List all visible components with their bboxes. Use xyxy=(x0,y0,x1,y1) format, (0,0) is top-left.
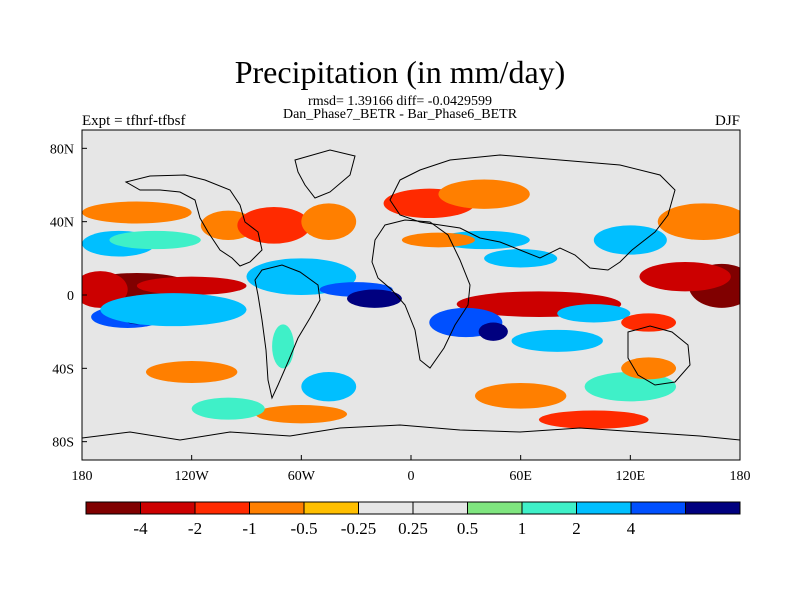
precip-anomaly-region xyxy=(584,372,677,402)
precip-anomaly-region xyxy=(401,232,475,248)
precip-anomaly-region xyxy=(621,357,677,380)
lat-tick-label: 80S xyxy=(52,436,74,451)
coastline-greenland xyxy=(294,149,356,199)
lon-tick-label: 0 xyxy=(408,469,415,484)
precip-anomaly-layer xyxy=(82,179,740,429)
colorbar-swatch xyxy=(412,501,468,515)
lat-tick-label: 80N xyxy=(50,142,74,157)
colorbar-label: -0.25 xyxy=(341,519,376,538)
lon-tick-label: 60W xyxy=(288,469,316,484)
colorbar-swatch xyxy=(630,501,686,515)
precip-anomaly-region xyxy=(657,203,740,240)
colorbar-swatch xyxy=(576,501,632,515)
precip-anomaly-region xyxy=(484,249,558,268)
colorbar-swatch xyxy=(303,501,359,515)
precip-anomaly-region xyxy=(145,361,238,383)
coastline-australia xyxy=(627,325,691,386)
precip-anomaly-region xyxy=(237,207,311,244)
lon-tick-label: 120E xyxy=(616,469,646,484)
precip-anomaly-region xyxy=(593,225,667,255)
coastline-south-america xyxy=(254,264,321,400)
colorbar-label: -0.5 xyxy=(291,519,318,538)
precip-anomaly-region xyxy=(438,179,530,209)
colorbar-swatch xyxy=(685,501,741,515)
precip-anomaly-region xyxy=(557,304,631,323)
plot-subtitle: Dan_Phase7_BETR - Bar_Phase6_BETR xyxy=(282,107,518,122)
colorbar-swatch xyxy=(467,501,523,515)
colorbar-swatch xyxy=(521,501,577,515)
lon-tick-label: 180 xyxy=(730,469,751,484)
precip-anomaly-region xyxy=(191,397,265,420)
precip-anomaly-region xyxy=(511,329,603,352)
colorbar-swatch xyxy=(85,501,141,515)
lat-tick-label: 40N xyxy=(50,216,74,231)
precip-anomaly-region xyxy=(255,405,348,424)
experiment-label: Expt = tfhrf-tfbsf xyxy=(82,113,186,129)
plot-title: Precipitation (in mm/day) xyxy=(234,54,566,90)
colorbar-label: -2 xyxy=(188,519,202,538)
colorbar: -4 -2 -1 -0.5 -0.25 0.25 0.5 1 2 4 xyxy=(85,501,741,538)
colorbar-label: -1 xyxy=(242,519,256,538)
colorbar-swatch xyxy=(140,501,196,515)
coastline-eurasia xyxy=(389,154,676,271)
colorbar-label: 1 xyxy=(518,519,527,538)
precip-anomaly-region xyxy=(100,293,247,327)
lon-tick-label: 60E xyxy=(509,469,532,484)
colorbar-swatch xyxy=(194,501,250,515)
precip-anomaly-region xyxy=(347,289,402,308)
precip-anomaly-region xyxy=(478,322,508,341)
colorbar-label: 2 xyxy=(572,519,581,538)
longitude-axis: 180 120W 60W 0 60E 120E 180 xyxy=(72,455,751,484)
colorbar-label: -4 xyxy=(133,519,148,538)
colorbar-swatch xyxy=(249,501,305,515)
precip-anomaly-region xyxy=(621,313,677,332)
latitude-axis: 80N 40N 0 40S 80S xyxy=(50,142,87,451)
season-label: DJF xyxy=(714,113,740,129)
precip-anomaly-region xyxy=(136,276,247,296)
colorbar-label: 0.25 xyxy=(398,519,428,538)
coastlines xyxy=(82,149,740,441)
colorbar-label: 4 xyxy=(627,519,636,538)
precip-anomaly-region xyxy=(109,230,201,250)
colorbar-swatch xyxy=(358,501,414,515)
precip-anomaly-region xyxy=(639,262,731,292)
lat-tick-label: 0 xyxy=(67,289,74,304)
precip-anomaly-region xyxy=(301,203,357,241)
map-panel: 180 120W 60W 0 60E 120E 180 80N 40N 0 40S 80S xyxy=(50,129,751,484)
coastline-north-america xyxy=(124,174,263,267)
precip-anomaly-region xyxy=(82,271,128,308)
precip-anomaly-region xyxy=(474,383,567,409)
precip-anomaly-region xyxy=(82,201,192,224)
colorbar-label: 0.5 xyxy=(457,519,478,538)
precip-anomaly-region xyxy=(272,324,295,369)
lon-tick-label: 120W xyxy=(175,469,210,484)
precip-anomaly-region xyxy=(301,372,357,402)
lat-tick-label: 40S xyxy=(52,362,74,377)
plot-stats: rmsd= 1.39166 diff= -0.0429599 xyxy=(308,94,492,109)
lon-tick-label: 180 xyxy=(72,469,93,484)
coastline-africa xyxy=(371,219,471,369)
precip-anomaly-region xyxy=(538,410,649,429)
coastline-antarctica xyxy=(82,424,740,441)
